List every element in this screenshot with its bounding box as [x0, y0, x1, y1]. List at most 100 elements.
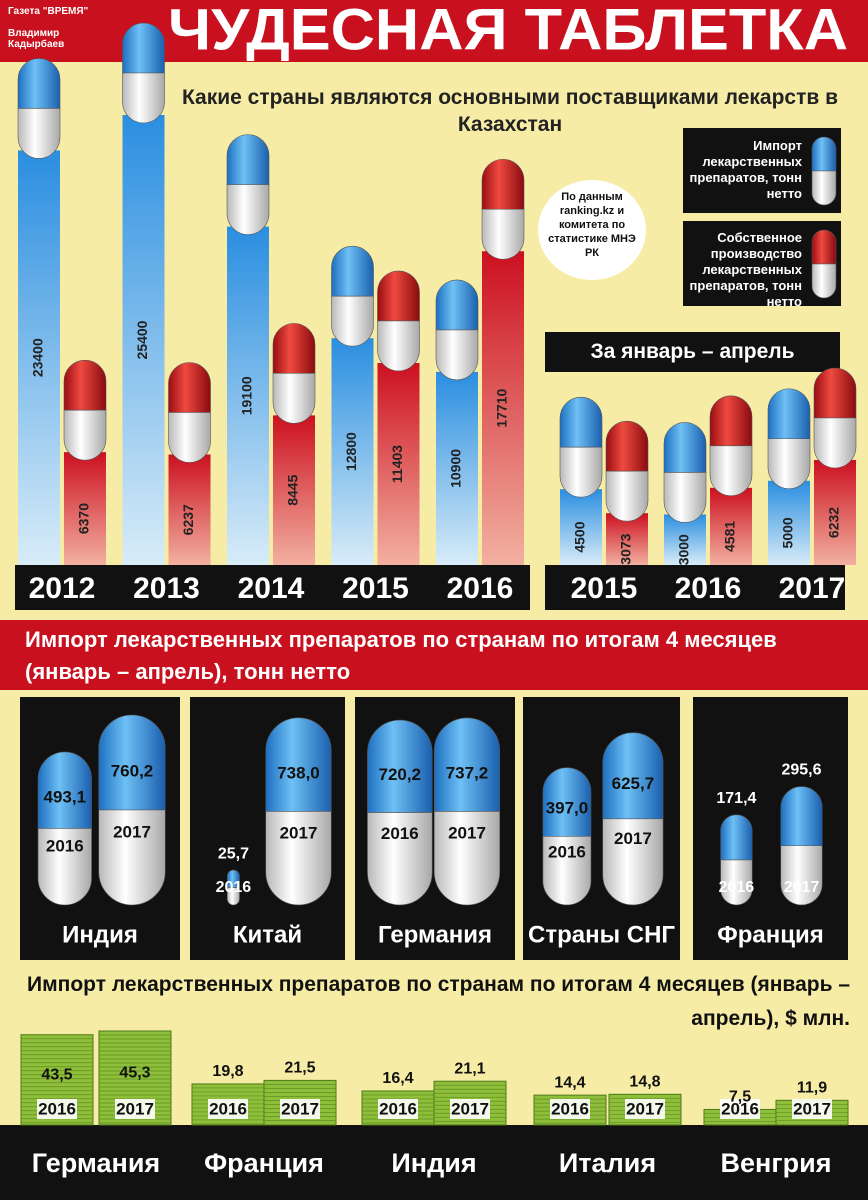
year-box	[450, 1099, 490, 1119]
subtitle: Какие страны являются основными поставщи…	[181, 86, 839, 136]
pill-bottom	[377, 320, 420, 372]
pill-bottom	[481, 208, 525, 260]
pill-top	[813, 367, 857, 419]
legend-icon	[811, 229, 837, 299]
pill-top	[602, 732, 664, 820]
legend-label: Собственное производство лекарственных п…	[689, 230, 802, 309]
pill-bottom	[602, 818, 664, 906]
value-label: 12800	[343, 432, 359, 471]
value-label: 19100	[239, 376, 255, 415]
country-label: Франция	[717, 921, 824, 948]
section-title: Импорт лекарственных препаратов по стран…	[25, 627, 777, 684]
year-label: 2017	[451, 1099, 489, 1118]
value-label: 11403	[389, 445, 405, 483]
year-box	[280, 1099, 320, 1119]
pill-top	[17, 58, 61, 109]
pill	[265, 717, 332, 906]
pill-top	[272, 323, 316, 374]
pill-top	[605, 420, 649, 472]
value-label: 737,2	[446, 764, 489, 783]
pill-bottom	[226, 887, 240, 906]
pill-icon	[663, 422, 707, 523]
year-label: 2016	[719, 879, 755, 896]
pill-bottom	[542, 836, 592, 906]
value-label: 6232	[826, 507, 842, 538]
pill	[602, 732, 664, 906]
pill-bottom	[226, 184, 270, 235]
year-band	[545, 565, 845, 610]
value-label: 171,4	[716, 790, 756, 807]
pill-icon	[377, 270, 420, 372]
year-label: 2017	[281, 1099, 319, 1118]
country-label: Китай	[233, 921, 302, 948]
year-label: 2012	[29, 572, 96, 605]
value-label: 45,3	[119, 1065, 150, 1082]
pill-top	[37, 751, 92, 829]
year-label: 2016	[216, 879, 252, 896]
pill	[37, 751, 92, 906]
pill-top	[767, 388, 811, 440]
year-label: 2014	[238, 572, 305, 605]
year-label: 2016	[721, 1099, 759, 1118]
pill-bottom	[37, 828, 92, 906]
pill	[98, 714, 166, 906]
value-label: 8445	[285, 474, 301, 505]
pill-top	[168, 362, 211, 413]
pill-top	[481, 158, 525, 210]
value-label: 14,8	[629, 1074, 660, 1091]
pill-bottom	[265, 811, 332, 906]
pill-icon	[17, 58, 61, 159]
pill-icon	[767, 388, 811, 490]
pill-icon	[481, 158, 525, 260]
pill-icon	[272, 323, 316, 424]
year-box	[115, 1099, 155, 1119]
pill-icon	[331, 245, 374, 347]
year-label: 2016	[209, 1099, 247, 1118]
value-label: 4500	[572, 521, 588, 552]
bar	[377, 362, 420, 565]
value-label: 16,4	[382, 1070, 413, 1087]
pill-top	[122, 22, 165, 74]
pill-bottom	[98, 809, 166, 906]
value-label: 23400	[30, 338, 46, 377]
pill-bottom	[813, 417, 857, 469]
value-label: 738,0	[277, 763, 320, 782]
pill-top	[709, 395, 753, 447]
pill-bottom	[709, 445, 753, 497]
pill-icon	[605, 420, 649, 522]
pill	[542, 767, 592, 906]
value-label: 493,1	[44, 787, 87, 806]
value-label: 19,8	[212, 1063, 243, 1080]
value-label: 21,1	[454, 1060, 485, 1077]
pill-bottom	[331, 295, 374, 347]
pill-top	[435, 279, 479, 331]
value-label: 5000	[780, 517, 796, 548]
pill-icon	[813, 367, 857, 469]
bar	[168, 454, 211, 565]
value-label: 11,9	[797, 1080, 827, 1097]
pill	[226, 869, 240, 906]
year-label: 2015	[571, 572, 638, 605]
pill	[367, 719, 433, 906]
value-label: 10900	[448, 449, 464, 488]
title: ЧУДЕСНАЯ ТАБЛЕТКА	[168, 0, 848, 62]
value-label: 25,7	[218, 845, 249, 862]
year-label: 2013	[133, 572, 200, 605]
pill-bottom	[433, 811, 501, 906]
year-label: 2016	[379, 1099, 417, 1118]
country-band	[0, 1125, 868, 1200]
pill-top	[98, 714, 166, 811]
pill-bottom	[17, 108, 61, 159]
legend-label: Импорт лекарственных препаратов, тонн не…	[689, 138, 802, 201]
year-label: 2016	[381, 824, 419, 843]
year-label: 2016	[675, 572, 742, 605]
pill-icon	[435, 279, 479, 381]
value-label: 3000	[676, 534, 692, 565]
pill-bottom	[663, 472, 707, 523]
value-label: 295,6	[781, 762, 821, 779]
year-label: 2017	[784, 879, 820, 896]
pill-icon	[63, 359, 107, 461]
pill-bottom	[811, 170, 837, 206]
value-label: 14,4	[554, 1074, 585, 1091]
